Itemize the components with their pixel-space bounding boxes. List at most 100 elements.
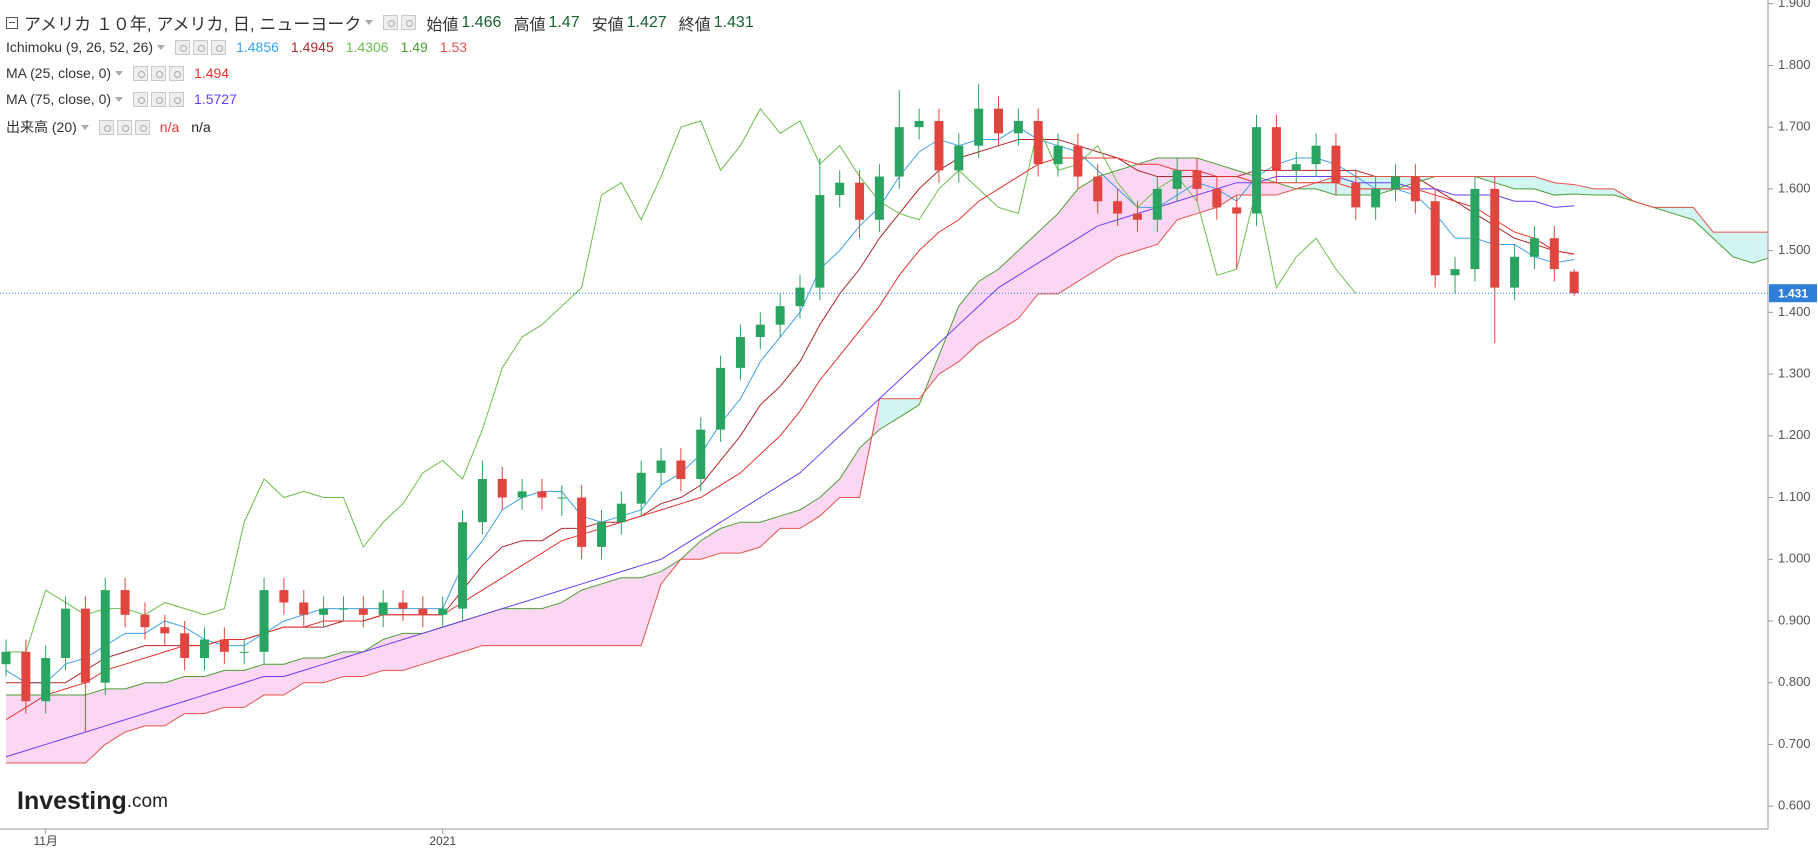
candle-body bbox=[299, 602, 309, 615]
candle-body bbox=[1311, 145, 1321, 165]
candle-body bbox=[1212, 188, 1222, 208]
candle-body bbox=[914, 120, 924, 128]
y-tick-label: 1.200 bbox=[1778, 427, 1811, 442]
legend-row: MA (75, close, 0) 1.5727 bbox=[6, 91, 244, 107]
cloud-fill bbox=[998, 250, 1019, 331]
candle-body bbox=[616, 503, 626, 523]
cloud-fill bbox=[1395, 176, 1416, 189]
candle-body bbox=[239, 651, 249, 653]
icon-button[interactable] bbox=[211, 39, 227, 55]
icon-button[interactable] bbox=[151, 91, 167, 107]
dropdown-caret[interactable] bbox=[157, 44, 166, 50]
legend-row: Ichimoku (9, 26, 52, 26) 1.4856 1.4945 1.43… bbox=[6, 39, 479, 55]
indicator-value: 1.4856 bbox=[236, 39, 279, 55]
cloud-fill bbox=[105, 688, 126, 745]
ohlc-value: 1.427 bbox=[626, 13, 667, 31]
watermark-main: Investing bbox=[17, 787, 127, 815]
candle-body bbox=[398, 602, 408, 609]
dropdown-caret[interactable] bbox=[115, 70, 124, 76]
indicator-value: n/a bbox=[159, 119, 180, 135]
candle-body bbox=[140, 614, 150, 628]
y-tick-label: 1.900 bbox=[1778, 0, 1811, 10]
candle-body bbox=[219, 639, 229, 652]
cloud-fill bbox=[482, 608, 503, 646]
ohlc-value: 1.431 bbox=[713, 13, 754, 31]
icon-button[interactable] bbox=[98, 119, 114, 135]
x-tick-label: 11月 bbox=[33, 834, 57, 848]
indicator-value: 1.4945 bbox=[290, 39, 334, 55]
icon-button[interactable] bbox=[133, 91, 149, 107]
cloud-fill bbox=[561, 590, 582, 646]
candle-body bbox=[1013, 120, 1023, 134]
y-tick-label: 0.800 bbox=[1778, 674, 1811, 689]
last-price-label: 1.431 bbox=[1778, 286, 1808, 300]
icon-button[interactable] bbox=[169, 65, 185, 81]
cloud-fill bbox=[1594, 188, 1614, 196]
candle-body bbox=[1073, 145, 1083, 177]
y-tick-label: 1.800 bbox=[1778, 57, 1811, 72]
dropdown-caret[interactable] bbox=[80, 124, 89, 130]
indicator-value: 1.49 bbox=[400, 39, 428, 55]
candle-body bbox=[815, 195, 825, 288]
cloud-fill bbox=[1097, 170, 1118, 270]
candle-body bbox=[1132, 213, 1142, 220]
candle-body bbox=[418, 608, 428, 615]
y-tick-label: 1.700 bbox=[1778, 119, 1811, 134]
watermark: Investing.com bbox=[17, 787, 168, 815]
y-tick-label: 0.900 bbox=[1778, 612, 1811, 627]
y-tick-label: 1.000 bbox=[1778, 551, 1811, 566]
collapse-button[interactable] bbox=[6, 16, 18, 29]
cloud-fill bbox=[641, 571, 662, 646]
cloud-fill bbox=[442, 620, 463, 659]
indicator-value: n/a bbox=[191, 119, 211, 135]
icon-button[interactable] bbox=[116, 119, 132, 135]
candle-body bbox=[656, 460, 666, 473]
cloud-fill bbox=[1137, 158, 1158, 251]
candle-body bbox=[1291, 164, 1301, 171]
y-tick-label: 1.600 bbox=[1778, 180, 1811, 195]
candle-body bbox=[735, 337, 745, 368]
ohlc-label: 終値 bbox=[678, 16, 711, 34]
y-tick-label: 0.600 bbox=[1778, 798, 1811, 813]
candle-body bbox=[1351, 182, 1361, 208]
candle-body bbox=[716, 367, 726, 430]
cloud-fill bbox=[184, 676, 205, 714]
candle-body bbox=[497, 479, 507, 498]
x-tick-label: 2021 bbox=[429, 834, 456, 848]
chart-title: アメリカ １０年, アメリカ, 日, ニューヨーク bbox=[24, 15, 362, 34]
dropdown-caret[interactable] bbox=[115, 96, 124, 102]
indicator-name: MA (75, close, 0) bbox=[6, 91, 112, 107]
candle-body bbox=[874, 176, 884, 220]
icon-button[interactable] bbox=[169, 91, 185, 107]
cloud-fill bbox=[303, 658, 324, 683]
cloud-fill bbox=[85, 688, 106, 763]
icon-button[interactable] bbox=[134, 119, 150, 135]
cloud-fill bbox=[502, 608, 523, 646]
cloud-fill bbox=[958, 281, 979, 362]
candle-body bbox=[259, 590, 269, 652]
indicator-value: 1.4306 bbox=[345, 39, 389, 55]
icon-button[interactable] bbox=[133, 65, 149, 81]
candle-body bbox=[1093, 176, 1103, 202]
candle-body bbox=[1490, 188, 1500, 288]
candle-body bbox=[1549, 238, 1559, 270]
icon-button[interactable] bbox=[383, 15, 399, 30]
cloud-fill bbox=[978, 269, 999, 344]
candle-body bbox=[160, 627, 170, 634]
icon-button[interactable] bbox=[151, 65, 167, 81]
candle-body bbox=[378, 602, 388, 615]
candle-body bbox=[517, 491, 527, 498]
dropdown-caret[interactable] bbox=[365, 20, 374, 25]
cloud-fill bbox=[1276, 182, 1297, 196]
candle-body bbox=[696, 429, 706, 480]
cloud-fill bbox=[700, 528, 721, 560]
candle-body bbox=[477, 479, 487, 523]
icon-button[interactable] bbox=[401, 15, 417, 30]
candle-body bbox=[41, 658, 51, 702]
kijun-line bbox=[6, 139, 1575, 684]
icon-button[interactable] bbox=[175, 39, 191, 55]
candle-body bbox=[1232, 207, 1242, 214]
tenkan-line bbox=[5, 126, 1575, 684]
cloud-fill bbox=[244, 664, 265, 708]
icon-button[interactable] bbox=[193, 39, 209, 55]
